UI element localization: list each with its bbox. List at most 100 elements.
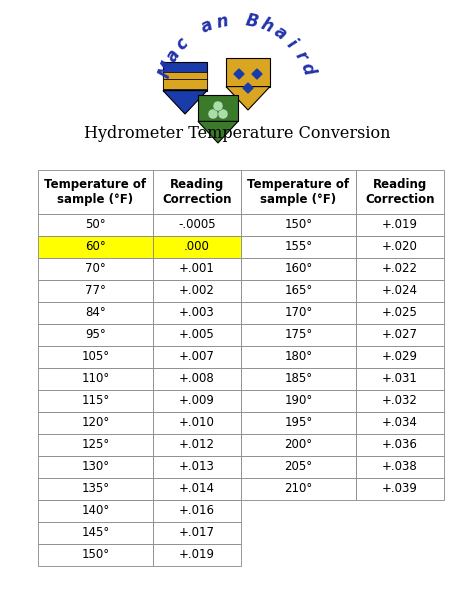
Bar <box>153 302 241 324</box>
Text: 140°: 140° <box>82 504 109 517</box>
Bar <box>38 544 153 566</box>
Text: Reading
Correction: Reading Correction <box>162 178 232 206</box>
Bar <box>38 258 153 280</box>
Bar <box>153 478 241 500</box>
Text: 95°: 95° <box>85 329 106 341</box>
Polygon shape <box>243 83 253 93</box>
Bar <box>153 214 241 236</box>
Text: 145°: 145° <box>82 527 109 539</box>
Text: +.016: +.016 <box>179 504 215 517</box>
Bar <box>153 500 241 522</box>
Bar <box>356 368 444 390</box>
Text: +.005: +.005 <box>179 329 215 341</box>
Text: d: d <box>297 61 318 78</box>
Text: 195°: 195° <box>284 416 313 430</box>
Bar <box>38 170 153 214</box>
Bar <box>241 434 356 456</box>
Bar <box>163 79 207 89</box>
Text: +.017: +.017 <box>179 527 215 539</box>
Text: 160°: 160° <box>284 262 313 275</box>
Text: a: a <box>270 23 290 44</box>
Text: 60°: 60° <box>85 240 106 254</box>
Text: -.0005: -.0005 <box>178 218 216 232</box>
Circle shape <box>213 101 223 111</box>
Bar <box>356 324 444 346</box>
Circle shape <box>218 109 228 119</box>
Text: +.010: +.010 <box>179 416 215 430</box>
Bar <box>153 434 241 456</box>
Text: 205°: 205° <box>284 460 312 473</box>
Text: 150°: 150° <box>82 549 109 562</box>
Bar <box>38 434 153 456</box>
Text: a: a <box>163 46 184 65</box>
Bar <box>38 456 153 478</box>
Text: Reading
Correction: Reading Correction <box>365 178 435 206</box>
Bar <box>163 62 207 91</box>
Bar <box>356 412 444 434</box>
Text: +.013: +.013 <box>179 460 215 473</box>
Text: 200°: 200° <box>284 438 312 452</box>
Text: i: i <box>283 36 300 52</box>
Text: Temperature of
sample (°F): Temperature of sample (°F) <box>45 178 146 206</box>
Bar <box>241 236 356 258</box>
Bar <box>241 456 356 478</box>
Bar <box>153 236 241 258</box>
Bar <box>356 280 444 302</box>
Text: 77°: 77° <box>85 284 106 297</box>
Polygon shape <box>163 91 207 114</box>
Text: a: a <box>199 16 216 37</box>
Bar <box>241 324 356 346</box>
Bar <box>356 434 444 456</box>
Bar <box>241 478 356 500</box>
Bar <box>241 214 356 236</box>
Text: +.019: +.019 <box>382 218 418 232</box>
Text: 120°: 120° <box>82 416 109 430</box>
Bar <box>38 390 153 412</box>
Text: +.036: +.036 <box>382 438 418 452</box>
Text: +.027: +.027 <box>382 329 418 341</box>
Bar <box>153 456 241 478</box>
Bar <box>38 302 153 324</box>
Text: Temperature of
sample (°F): Temperature of sample (°F) <box>247 178 349 206</box>
Bar <box>38 214 153 236</box>
Polygon shape <box>226 86 270 110</box>
Bar <box>241 412 356 434</box>
Bar <box>356 390 444 412</box>
Text: 135°: 135° <box>82 482 109 495</box>
Text: 170°: 170° <box>284 306 313 319</box>
Bar <box>241 390 356 412</box>
Text: +.007: +.007 <box>179 351 215 364</box>
Text: 175°: 175° <box>284 329 313 341</box>
Text: 165°: 165° <box>284 284 313 297</box>
Text: 180°: 180° <box>284 351 312 364</box>
Bar <box>153 324 241 346</box>
Bar <box>356 236 444 258</box>
Bar <box>356 170 444 214</box>
Text: Hydrometer Temperature Conversion: Hydrometer Temperature Conversion <box>84 124 390 142</box>
Bar <box>153 170 241 214</box>
Text: +.002: +.002 <box>179 284 215 297</box>
Text: +.038: +.038 <box>382 460 418 473</box>
Text: M: M <box>155 58 178 80</box>
Bar <box>356 258 444 280</box>
Bar <box>153 544 241 566</box>
Text: +.019: +.019 <box>179 549 215 562</box>
Text: .000: .000 <box>184 240 210 254</box>
Bar <box>356 302 444 324</box>
Bar <box>153 280 241 302</box>
Text: 110°: 110° <box>82 373 109 386</box>
Polygon shape <box>252 69 262 79</box>
Text: +.003: +.003 <box>179 306 215 319</box>
Bar <box>38 478 153 500</box>
Bar <box>38 236 153 258</box>
Bar <box>38 280 153 302</box>
Text: c: c <box>173 34 192 53</box>
Text: 125°: 125° <box>82 438 109 452</box>
Bar <box>241 170 356 214</box>
Bar <box>356 346 444 368</box>
Bar <box>153 412 241 434</box>
Text: 50°: 50° <box>85 218 106 232</box>
Bar <box>241 258 356 280</box>
Bar <box>241 346 356 368</box>
Text: +.031: +.031 <box>382 373 418 386</box>
